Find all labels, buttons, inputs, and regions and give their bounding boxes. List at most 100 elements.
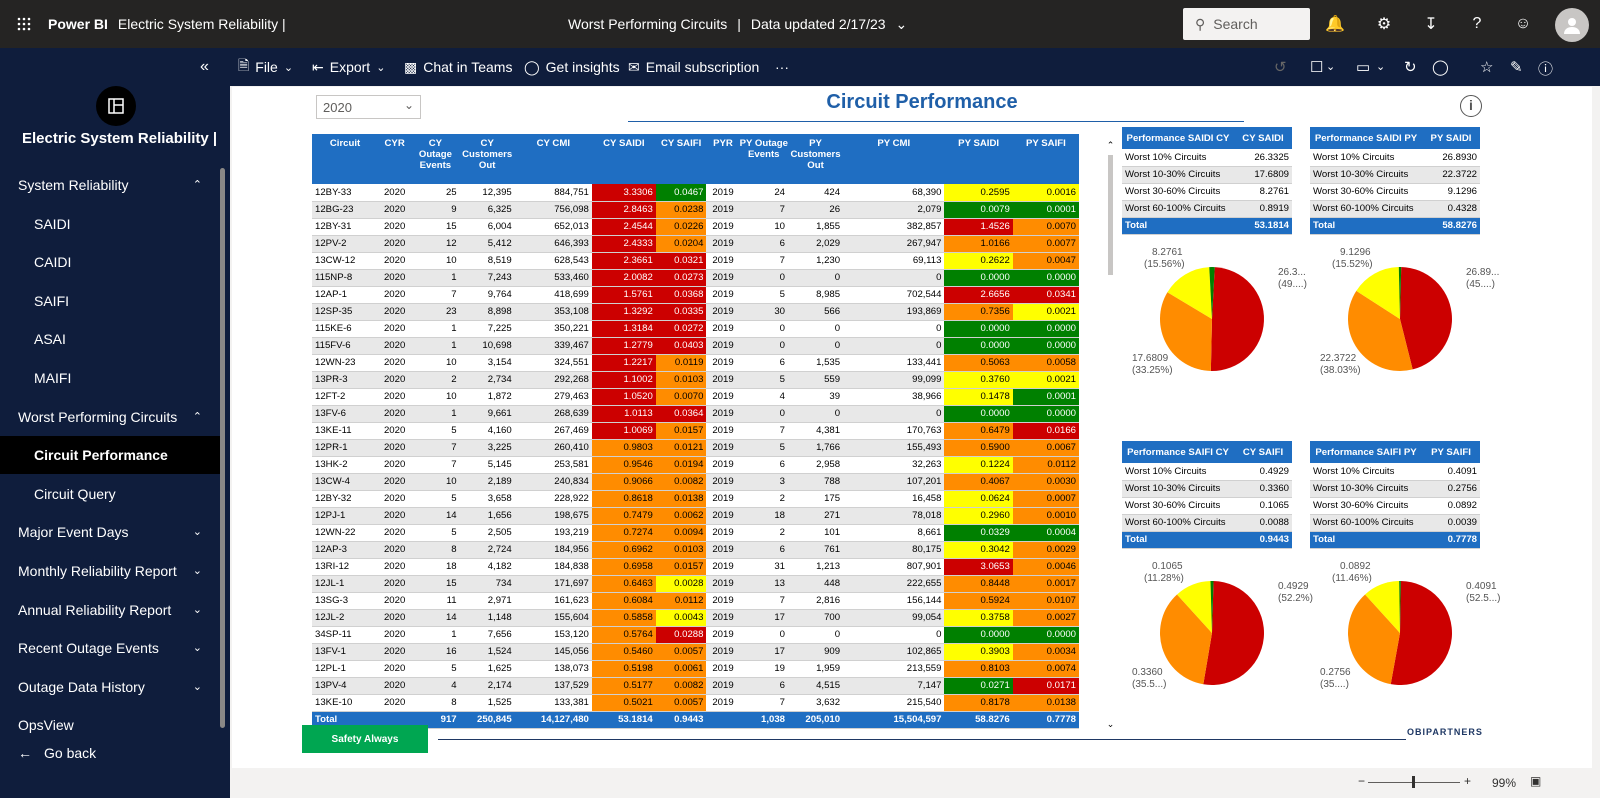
column-header[interactable]: PY SAIFI xyxy=(1422,441,1480,463)
app-launcher-icon[interactable] xyxy=(0,0,48,48)
table-row[interactable]: 13FV-6 2020 1 9,661 268,639 1.0113 0.0364 2019 0… xyxy=(312,405,1079,423)
pie-slice[interactable] xyxy=(1348,594,1400,685)
chevron-down-icon[interactable]: ⌄ xyxy=(192,603,202,616)
table-row[interactable]: Worst 10-30% Circuits 17.6809 xyxy=(1122,166,1292,184)
download-icon[interactable]: ↧ xyxy=(1424,16,1438,33)
table-row[interactable]: Worst 30-60% Circuits 0.0892 xyxy=(1310,497,1480,515)
chevron-up-icon[interactable]: ⌃ xyxy=(192,410,202,423)
sidebar-item-opsview[interactable]: OpsView xyxy=(0,706,220,744)
year-slicer[interactable]: 2020 ⌄ xyxy=(316,95,421,119)
pie-slice[interactable] xyxy=(1398,267,1402,319)
export-menu[interactable]: ⇤ Export ⌄ xyxy=(312,48,385,86)
table-row[interactable]: 12PR-1 2020 7 3,225 260,410 0.9803 0.0121 2019 5… xyxy=(312,439,1079,457)
sidebar-item-maifi[interactable]: MAIFI xyxy=(0,359,220,397)
column-header[interactable]: CY Outage Events xyxy=(411,134,460,184)
view-icon[interactable]: ▭ xyxy=(1356,59,1371,76)
sidebar-item-caidi[interactable]: CAIDI xyxy=(0,243,220,281)
go-back-link[interactable]: ← Go back xyxy=(0,734,220,772)
table-row[interactable]: 12JL-1 2020 15 734 171,697 0.6463 0.0028 2019 13… xyxy=(312,575,1079,593)
email-subscription-button[interactable]: ✉ Email subscription xyxy=(628,48,759,86)
table-row[interactable]: 12AP-3 2020 8 2,724 184,956 0.6962 0.0103 2019 6… xyxy=(312,541,1079,559)
table-row[interactable]: 13CW-12 2020 10 8,519 628,543 2.3661 0.0321 201… xyxy=(312,252,1079,270)
table-row[interactable]: 13KE-11 2020 5 4,160 267,469 1.0069 0.0157 2019… xyxy=(312,422,1079,440)
pie-slice[interactable] xyxy=(1390,581,1452,685)
table-row[interactable]: 13PV-4 2020 4 2,174 137,529 0.5177 0.0082 2019 6… xyxy=(312,677,1079,695)
table-row[interactable]: 12PJ-1 2020 14 1,656 198,675 0.7479 0.0062 2019… xyxy=(312,507,1079,525)
sidebar-item-system-reliability[interactable]: System Reliability ⌃ xyxy=(0,166,220,204)
help-icon[interactable]: ? xyxy=(1472,15,1482,32)
performance-pie-chart[interactable] xyxy=(1158,265,1266,373)
table-row[interactable]: 12PL-1 2020 5 1,625 138,073 0.5198 0.0061 2019 1… xyxy=(312,660,1079,678)
column-header[interactable]: Performance SAIDI PY xyxy=(1310,127,1422,149)
sidebar-item-circuit-query[interactable]: Circuit Query xyxy=(0,475,220,513)
pie-slice[interactable] xyxy=(1209,267,1215,319)
edit-pencil-icon[interactable]: ✎ xyxy=(1510,59,1523,76)
sidebar-item-outage-data-history[interactable]: Outage Data History ⌄ xyxy=(0,668,220,706)
sidebar-item-annual-reliability-report[interactable]: Annual Reliability Report ⌄ xyxy=(0,591,220,629)
performance-pie-chart[interactable] xyxy=(1346,579,1454,687)
pie-slice[interactable] xyxy=(1160,594,1212,685)
get-insights-button[interactable]: ◯ Get insights xyxy=(524,48,620,86)
column-header[interactable]: CY SAIDI xyxy=(1234,127,1292,149)
table-row[interactable]: 12PV-2 2020 12 5,412 646,393 2.4333 0.0204 2019… xyxy=(312,235,1079,253)
table-row[interactable]: 13KE-10 2020 8 1,525 133,381 0.5021 0.0057 2019… xyxy=(312,694,1079,712)
table-row[interactable]: 115NP-8 2020 1 7,243 533,460 2.0082 0.0273 2019… xyxy=(312,269,1079,287)
table-row[interactable]: Worst 10% Circuits 0.4929 xyxy=(1122,463,1292,481)
performance-pie-chart[interactable] xyxy=(1158,579,1266,687)
table-row[interactable]: 12FT-2 2020 10 1,872 279,463 1.0520 0.0070 2019… xyxy=(312,388,1079,406)
sidebar-item-saifi[interactable]: SAIFI xyxy=(0,282,220,320)
column-header[interactable]: PY Outage Events xyxy=(739,134,788,184)
column-header[interactable]: PYR xyxy=(706,134,740,184)
table-row[interactable]: Worst 60-100% Circuits 0.0088 xyxy=(1122,514,1292,532)
pie-slice[interactable] xyxy=(1203,581,1264,685)
table-row[interactable]: Worst 30-60% Circuits 0.1065 xyxy=(1122,497,1292,515)
page-indicator[interactable]: Worst Performing Circuits | Data updated… xyxy=(568,0,907,48)
safety-always-button[interactable]: Safety Always xyxy=(302,725,428,753)
feedback-smiley-icon[interactable]: ☺ xyxy=(1514,15,1532,32)
table-row[interactable]: 13RI-12 2020 18 4,182 184,838 0.6958 0.0157 201… xyxy=(312,558,1079,576)
table-row[interactable]: Worst 30-60% Circuits 9.1296 xyxy=(1310,183,1480,201)
table-row[interactable]: 13PR-3 2020 2 2,734 292,268 1.1002 0.0103 2019 5… xyxy=(312,371,1079,389)
pie-slice[interactable] xyxy=(1210,581,1214,633)
table-row[interactable]: 13SG-3 2020 11 2,971 161,623 0.6084 0.0112 2019… xyxy=(312,592,1079,610)
info-icon[interactable]: ⓘ xyxy=(1538,61,1554,78)
info-icon[interactable]: i xyxy=(1460,95,1482,117)
table-row[interactable]: Worst 10% Circuits 26.3325 xyxy=(1122,149,1292,167)
performance-pie-chart[interactable] xyxy=(1346,265,1454,373)
pie-slice[interactable] xyxy=(1399,581,1401,633)
sidebar-item-monthly-reliability-report[interactable]: Monthly Reliability Report ⌄ xyxy=(0,552,220,590)
table-row[interactable]: Worst 60-100% Circuits 0.8919 xyxy=(1122,200,1292,218)
table-scrollbar[interactable]: ⌃ ⌄ xyxy=(1105,140,1116,729)
sidebar-item-major-event-days[interactable]: Major Event Days ⌄ xyxy=(0,513,220,551)
nav-scrollbar[interactable] xyxy=(220,168,225,728)
table-row[interactable]: Worst 10% Circuits 0.4091 xyxy=(1310,463,1480,481)
column-header[interactable]: CY Customers Out xyxy=(459,134,515,184)
column-header[interactable]: Performance SAIFI CY xyxy=(1122,441,1234,463)
comment-icon[interactable]: ◯ xyxy=(1432,59,1449,76)
zoom-slider-thumb[interactable] xyxy=(1412,776,1415,788)
pie-slice[interactable] xyxy=(1348,290,1413,371)
chevron-down-icon[interactable]: ⌄ xyxy=(895,15,908,32)
table-row[interactable]: Worst 10-30% Circuits 0.2756 xyxy=(1310,480,1480,498)
column-header[interactable]: PY SAIDI xyxy=(1422,127,1480,149)
chevron-down-icon[interactable]: ⌄ xyxy=(192,526,202,539)
table-row[interactable]: 12JL-2 2020 14 1,148 155,604 0.5858 0.0043 2019… xyxy=(312,609,1079,627)
star-icon[interactable]: ☆ xyxy=(1480,59,1494,76)
sidebar-item-worst-performing-circuits[interactable]: Worst Performing Circuits ⌃ xyxy=(0,398,220,436)
chevron-up-icon[interactable]: ⌃ xyxy=(1106,140,1115,150)
column-header[interactable]: PY SAIFI xyxy=(1012,134,1079,184)
fit-to-page-icon[interactable]: ▣ xyxy=(1530,774,1542,788)
chevron-up-icon[interactable]: ⌃ xyxy=(192,179,202,191)
undo-icon[interactable]: ↺ xyxy=(1274,59,1287,76)
table-row[interactable]: 13FV-1 2020 16 1,524 145,056 0.5460 0.0057 2019… xyxy=(312,643,1079,661)
table-row[interactable]: 13HK-2 2020 7 5,145 253,581 0.9546 0.0194 2019 6… xyxy=(312,456,1079,474)
pie-slice[interactable] xyxy=(1356,267,1400,319)
pie-slice[interactable] xyxy=(1177,581,1212,633)
file-menu[interactable]: 🗎 File ⌄ xyxy=(238,48,293,86)
sidebar-item-recent-outage-events[interactable]: Recent Outage Events ⌄ xyxy=(0,629,220,667)
chat-in-teams-button[interactable]: ▩ Chat in Teams xyxy=(404,48,512,86)
sidebar-item-asai[interactable]: ASAI xyxy=(0,320,220,358)
column-header[interactable]: CYR xyxy=(378,134,412,184)
notification-bell-icon[interactable]: 🔔 xyxy=(1325,16,1345,33)
column-header[interactable]: PY SAIDI xyxy=(944,134,1013,184)
